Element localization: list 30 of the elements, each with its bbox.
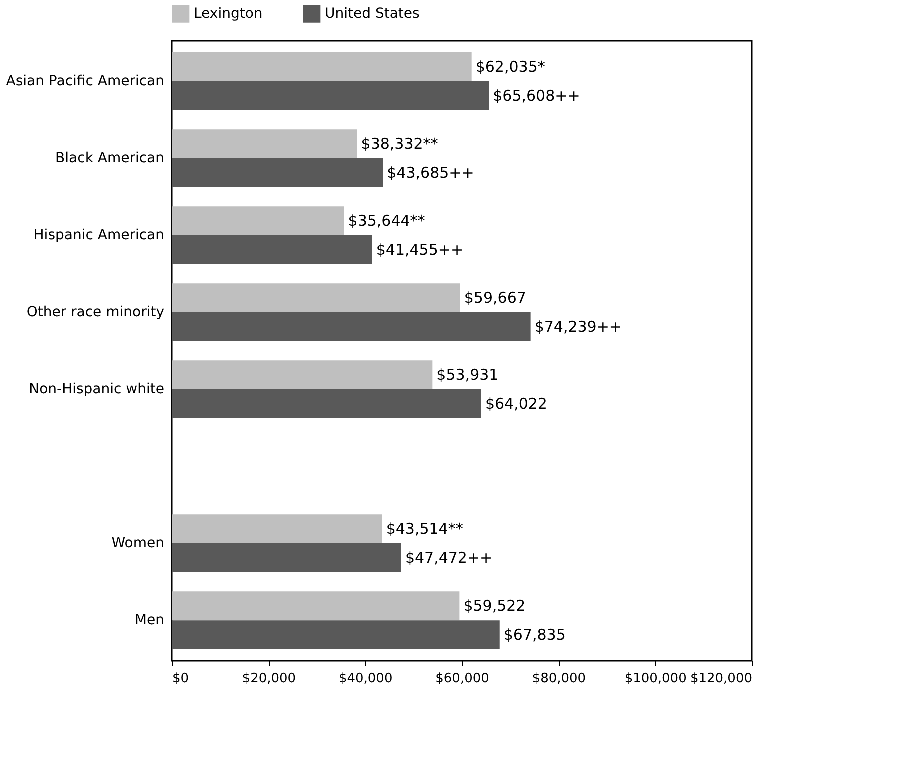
x-tick-label: $80,000	[532, 672, 586, 686]
legend-label: United States	[325, 6, 420, 22]
data-label: $41,455++	[376, 240, 464, 259]
data-label: $47,472++	[405, 548, 493, 567]
x-tick-label: $0	[172, 672, 190, 686]
x-tick-label: $20,000	[242, 672, 296, 686]
data-label: $53,931	[436, 366, 499, 384]
data-label: $67,835	[504, 626, 566, 644]
x-tick-label: $40,000	[338, 672, 393, 686]
y-tick-label: Asian Pacific American	[6, 73, 164, 90]
data-label: $35,644**	[348, 212, 426, 230]
y-tick-label: Women	[112, 536, 164, 552]
y-tick-label: Hispanic American	[34, 227, 164, 244]
data-label: $59,667	[464, 289, 526, 308]
data-label: $43,685++	[387, 164, 474, 182]
x-tick-label: $120,000	[690, 672, 752, 686]
data-label: $59,522	[464, 597, 526, 616]
data-label: $74,239++	[534, 318, 622, 336]
x-tick-label: $60,000	[436, 672, 490, 686]
data-label: $43,514**	[386, 520, 464, 538]
data-label: $64,022	[485, 394, 548, 413]
y-tick-label: Men	[134, 612, 164, 629]
x-tick-label: $100,000	[624, 672, 687, 686]
data-label: $65,608++	[493, 86, 580, 105]
y-tick-label: Black American	[56, 150, 164, 166]
y-tick-label: Other race minority	[26, 304, 164, 320]
y-tick-label: Non-Hispanic white	[29, 382, 164, 398]
data-label: $62,035*	[476, 58, 546, 76]
data-label: $38,332**	[361, 135, 439, 154]
legend-label: Lexington	[194, 6, 263, 22]
